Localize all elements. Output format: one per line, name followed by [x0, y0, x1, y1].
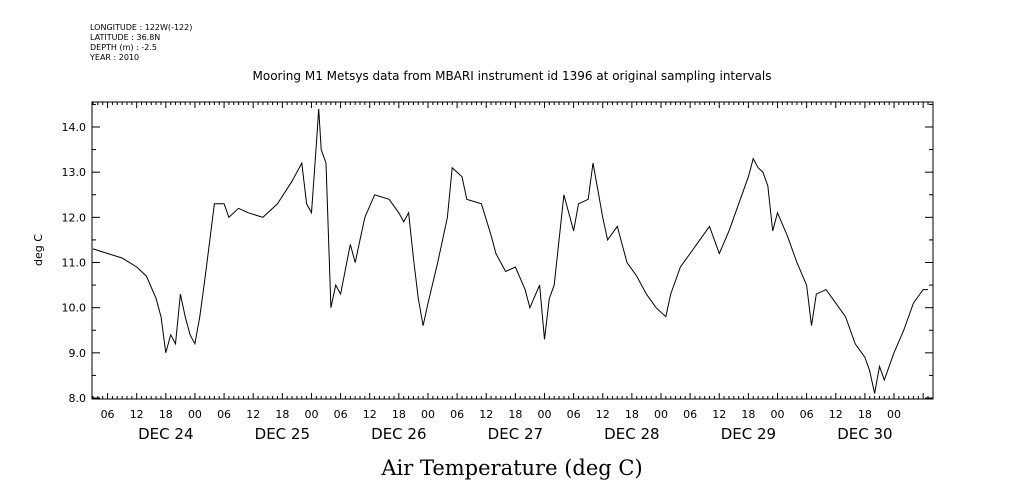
y-tick-label: 8.0 [69, 392, 87, 405]
depth-text: DEPTH (m) : -2.5 [90, 43, 157, 52]
x-hour-tick-label: 18 [858, 408, 872, 421]
x-day-label: DEC 24 [138, 425, 193, 443]
plot-frame [91, 101, 934, 400]
x-hour-tick-label: 06 [334, 408, 348, 421]
y-axis-label: deg C [32, 234, 45, 266]
x-hour-tick-label: 00 [887, 408, 901, 421]
x-hour-tick-label: 18 [159, 408, 173, 421]
x-hour-tick-label: 00 [304, 408, 318, 421]
x-hour-tick-label: 12 [130, 408, 144, 421]
x-day-label: DEC 29 [721, 425, 776, 443]
longitude-text: LONGITUDE : 122W(-122) [90, 23, 192, 32]
x-day-label: DEC 28 [604, 425, 659, 443]
x-hour-tick-label: 18 [741, 408, 755, 421]
x-hour-tick-label: 18 [275, 408, 289, 421]
y-tick-label: 11.0 [62, 257, 87, 270]
x-day-label: DEC 25 [255, 425, 310, 443]
x-hour-tick-label: 12 [596, 408, 610, 421]
y-tick-label: 13.0 [62, 166, 87, 179]
y-tick-label: 10.0 [62, 302, 87, 315]
y-tick-label: 12.0 [62, 211, 87, 224]
year-text: YEAR : 2010 [89, 53, 139, 62]
axes: 06 12 18 00 06 12 18 00 06 12 18 00 06 12 18 00 06 12 18 00… [62, 102, 933, 443]
x-axis-label: Air Temperature (deg C) [380, 456, 642, 480]
x-hour-tick-label: 00 [421, 408, 435, 421]
x-hour-tick-label: 18 [392, 408, 406, 421]
x-hour-tick-label: 06 [800, 408, 814, 421]
y-tick-label: 9.0 [69, 347, 87, 360]
x-hour-tick-label: 00 [537, 408, 551, 421]
chart-title: Mooring M1 Metsys data from MBARI instru… [253, 69, 772, 83]
x-hour-tick-label: 06 [217, 408, 231, 421]
x-hour-tick-label: 00 [771, 408, 785, 421]
latitude-text: LATITUDE : 36.8N [90, 33, 160, 42]
x-hour-tick-label: 00 [188, 408, 202, 421]
x-day-label: DEC 26 [371, 425, 426, 443]
metadata-block: LONGITUDE : 122W(-122) LATITUDE : 36.8N … [89, 23, 192, 62]
x-hour-tick-label: 06 [101, 408, 115, 421]
x-hour-tick-label: 18 [625, 408, 639, 421]
x-day-label: DEC 30 [837, 425, 892, 443]
series-line [92, 108, 928, 394]
x-hour-tick-label: 12 [246, 408, 260, 421]
x-hour-tick-label: 06 [567, 408, 581, 421]
x-hour-tick-label: 12 [829, 408, 843, 421]
x-hour-tick-label: 12 [363, 408, 377, 421]
x-day-label: DEC 27 [488, 425, 543, 443]
x-hour-tick-label: 18 [508, 408, 522, 421]
y-tick-label: 14.0 [62, 121, 87, 134]
x-hour-tick-label: 12 [712, 408, 726, 421]
x-hour-tick-label: 06 [683, 408, 697, 421]
x-hour-tick-label: 00 [654, 408, 668, 421]
x-hour-tick-label: 06 [450, 408, 464, 421]
x-hour-tick-label: 12 [479, 408, 493, 421]
